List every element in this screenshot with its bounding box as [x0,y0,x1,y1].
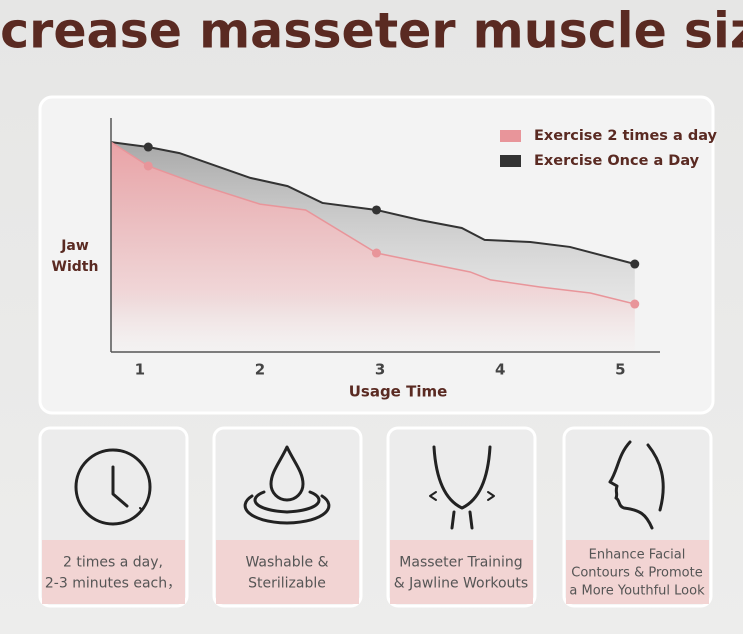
clock-icon [74,448,152,526]
point [630,299,640,309]
legend-label: Exercise 2 times a day [534,128,718,144]
x-tick-label: 4 [495,361,505,379]
feature-text: Contours & Promote [571,566,702,581]
feature-cards [38,426,713,608]
card-band [566,540,709,604]
y-axis-label: Jaw [60,238,89,254]
jaw-icon [429,445,495,530]
x-tick-label: 2 [255,361,265,379]
face-icon [608,440,665,530]
point [143,161,153,171]
x-tick-label: 3 [375,361,385,379]
feature-text: a More Youthful Look [569,584,705,599]
x-tick-label: 1 [135,361,145,379]
x-tick-label: 5 [615,361,625,379]
x-axis-label: Usage Time [349,383,448,401]
legend-swatch [500,130,521,142]
feature-text: 2-3 minutes each， [45,576,181,592]
drop-icon [243,445,331,525]
card-band [42,540,185,604]
legend-swatch [500,155,521,167]
feature-text: & Jawline Workouts [394,576,528,592]
feature-text: Sterilizable [248,576,326,592]
y-axis-label: Width [52,259,99,275]
feature-text: Enhance Facial [589,548,686,563]
area [111,142,635,352]
feature-text: 2 times a day, [63,555,163,571]
point [371,248,381,258]
point [630,259,640,269]
card-band [390,540,533,604]
point [143,142,153,152]
legend-label: Exercise Once a Day [534,153,700,169]
title: increase masseter muscle size [0,3,743,60]
feature-text: Washable & [245,555,328,571]
line [110,141,635,305]
chart: 1 2 3 4 5 Usage Time Jaw Width Exercise 2 times … [52,118,718,401]
card-band [216,540,359,604]
feature-text: Masseter Training [399,555,522,571]
point [371,205,381,215]
